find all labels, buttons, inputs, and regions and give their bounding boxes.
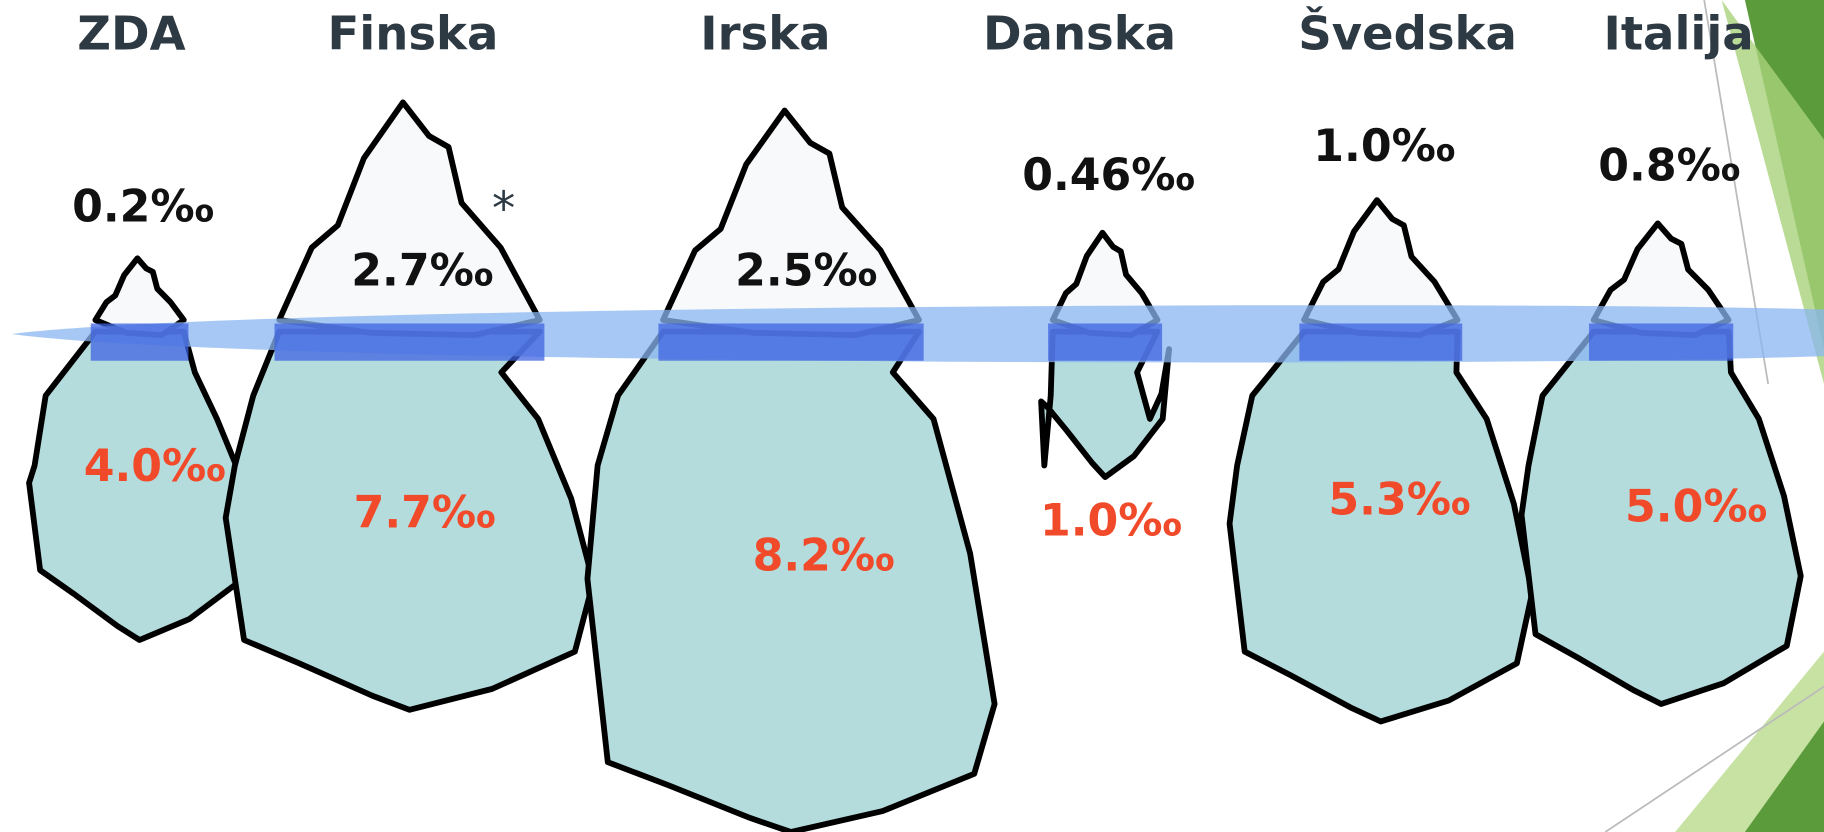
iceberg-tip <box>663 111 919 336</box>
above-value: 0.46‰ <box>1022 150 1195 201</box>
iceberg-waterline <box>91 323 189 360</box>
iceberg-waterline <box>658 323 923 360</box>
above-value: 2.5‰ <box>735 245 877 296</box>
iceberg-waterline <box>1299 323 1462 360</box>
iceberg-underwater <box>1230 332 1532 722</box>
slide: ZDA 0.2‰ 4.0‰ Finska 2.7‰ 7.7‰ * Irska 2.5‰ 8.2‰ D… <box>0 0 1824 832</box>
country-name: Švedska <box>1298 7 1517 61</box>
country-name: Finska <box>328 7 499 61</box>
above-value: 1.0‰ <box>1313 121 1455 172</box>
below-value: 7.7‰ <box>354 487 496 538</box>
iceberg-underwater <box>587 332 994 832</box>
country-name: ZDA <box>77 7 185 61</box>
iceberg-waterline <box>1048 323 1162 360</box>
note-mark: * <box>492 181 515 235</box>
country-name: Danska <box>983 7 1176 61</box>
country-name: Italija <box>1604 7 1754 61</box>
above-value: 0.2‰ <box>72 181 214 232</box>
iceberg-waterline <box>275 323 545 360</box>
below-value: 1.0‰ <box>1040 496 1182 547</box>
icebergs <box>29 102 1801 832</box>
iceberg-waterline <box>1589 323 1733 360</box>
above-value: 2.7‰ <box>351 245 493 296</box>
below-value: 4.0‰ <box>84 441 226 492</box>
page: ZDA 0.2‰ 4.0‰ Finska 2.7‰ 7.7‰ * Irska 2.5‰ 8.2‰ D… <box>0 0 1824 832</box>
below-value: 5.3‰ <box>1328 475 1470 526</box>
above-value: 0.8‰ <box>1598 141 1740 192</box>
below-value: 8.2‰ <box>753 531 895 582</box>
below-value: 5.0‰ <box>1625 482 1767 533</box>
country-name: Irska <box>700 7 830 61</box>
